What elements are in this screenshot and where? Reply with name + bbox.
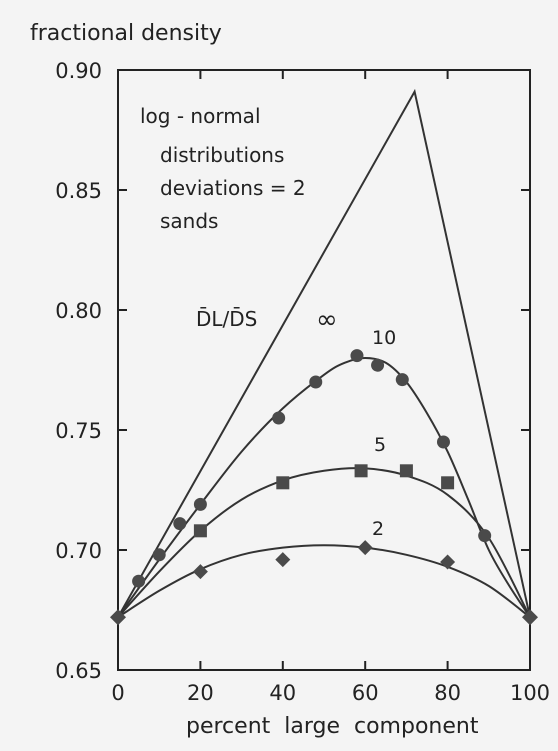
plot-frame: [117, 69, 531, 671]
data-point-circle: [478, 529, 492, 543]
x-axis-title: percent large component: [186, 714, 479, 739]
y-tick-label: 0.75: [55, 419, 102, 443]
y-tick-label: 0.70: [55, 539, 102, 563]
ratio-label-main: D̄L/D̄S: [196, 306, 257, 331]
y-tick-label: 0.65: [55, 659, 102, 683]
data-point-square: [193, 524, 207, 538]
data-point-circle: [152, 548, 166, 562]
note-line-3: deviations = 2: [160, 176, 306, 200]
data-point-endpoint: [522, 609, 538, 626]
x-tick-label: 100: [510, 681, 550, 705]
x-tick-label: 20: [187, 681, 214, 705]
data-point-square: [354, 464, 368, 478]
data-point-square: [276, 476, 290, 490]
data-point-diamond: [192, 564, 208, 580]
y-tick-label: 0.90: [55, 59, 102, 83]
data-point-circle: [309, 375, 323, 389]
series-label-10: 10: [372, 327, 396, 349]
data-point-circle: [371, 358, 385, 372]
y-tick-label: 0.80: [55, 299, 102, 323]
note-line-1: log - normal: [140, 104, 261, 128]
note-line-4: sands: [160, 209, 218, 233]
series-curves: [117, 88, 531, 619]
data-point-circle: [272, 411, 286, 425]
data-point-circle: [350, 349, 364, 363]
series-line-∞: [117, 88, 531, 618]
series-line-2: [117, 544, 531, 619]
y-axis: 0.65 0.70 0.75 0.80 0.85 0.90: [55, 59, 530, 683]
data-point-diamond: [275, 552, 291, 568]
x-tick-label: 0: [111, 681, 124, 705]
legend-note: log - normal distributions deviations = …: [140, 104, 306, 233]
series-markers: [110, 349, 538, 626]
x-tick-label: 80: [434, 681, 461, 705]
data-point-circle: [436, 435, 450, 449]
series-label-inf: ∞: [316, 305, 338, 335]
data-point-circle: [395, 373, 409, 387]
data-point-circle: [132, 574, 146, 588]
data-point-circle: [193, 497, 207, 511]
data-point-circle: [173, 517, 187, 531]
note-line-2: distributions: [160, 143, 284, 167]
data-point-diamond: [440, 554, 456, 570]
y-tick-label: 0.85: [55, 179, 102, 203]
series-label-5: 5: [374, 434, 386, 456]
series-label-2: 2: [372, 518, 384, 540]
series-line-5: [117, 467, 531, 618]
x-tick-label: 60: [352, 681, 379, 705]
y-axis-title: fractional density: [30, 21, 222, 46]
x-axis: 0 20 40 60 80 100: [111, 70, 550, 705]
data-point-square: [399, 464, 413, 478]
data-point-endpoint: [110, 609, 126, 626]
ratio-label: D̄L/D̄S: [196, 306, 257, 331]
data-point-diamond: [357, 540, 373, 556]
x-tick-label: 40: [269, 681, 296, 705]
data-point-square: [441, 476, 455, 490]
